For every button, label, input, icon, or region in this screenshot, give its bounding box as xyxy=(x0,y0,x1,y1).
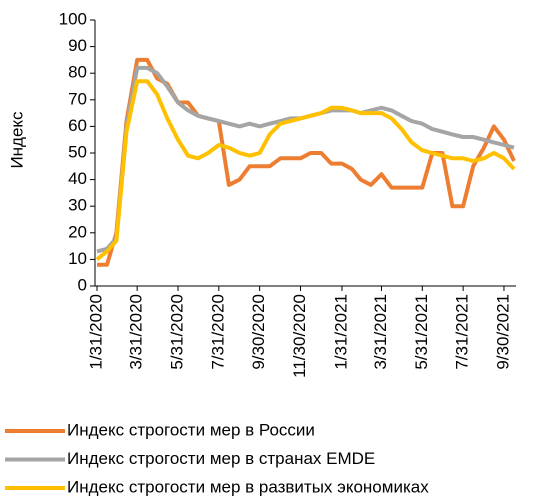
x-tick-label: 5/31/2020 xyxy=(167,294,186,370)
x-tick-label: 7/31/2020 xyxy=(208,294,227,370)
y-tick-label: 50 xyxy=(68,142,87,161)
y-tick-label: 90 xyxy=(68,36,87,55)
y-tick-label: 80 xyxy=(68,63,87,82)
x-tick-label: 3/31/2020 xyxy=(127,294,146,370)
y-tick-label: 100 xyxy=(59,9,87,28)
y-tick-label: 60 xyxy=(68,116,87,135)
y-tick-label: 10 xyxy=(68,249,87,268)
y-tick-label: 30 xyxy=(68,196,87,215)
x-tick-label: 1/31/2020 xyxy=(86,294,105,370)
y-tick-label: 20 xyxy=(68,222,87,241)
legend-label: Индекс строгости мер в России xyxy=(67,420,315,439)
y-tick-label: 0 xyxy=(78,275,87,294)
x-tick-label: 1/31/2021 xyxy=(331,294,350,370)
series-line xyxy=(95,79,516,261)
x-tick-label: 5/31/2021 xyxy=(412,294,431,370)
x-tick-label: 3/31/2021 xyxy=(371,294,390,370)
x-tick-label: 7/31/2021 xyxy=(453,294,472,370)
legend-label: Индекс строгости мер в развитых экономик… xyxy=(67,477,429,496)
x-tick-label: 9/30/2020 xyxy=(249,294,268,370)
x-tick-label: 11/30/2020 xyxy=(290,294,309,378)
legend-label: Индекс строгости мер в странах EMDE xyxy=(67,449,375,468)
y-tick-label: 70 xyxy=(68,89,87,108)
y-axis-label: Индекс xyxy=(7,111,26,169)
x-tick-label: 9/30/2021 xyxy=(493,294,512,370)
series-line xyxy=(97,57,516,267)
y-tick-label: 40 xyxy=(68,169,87,188)
